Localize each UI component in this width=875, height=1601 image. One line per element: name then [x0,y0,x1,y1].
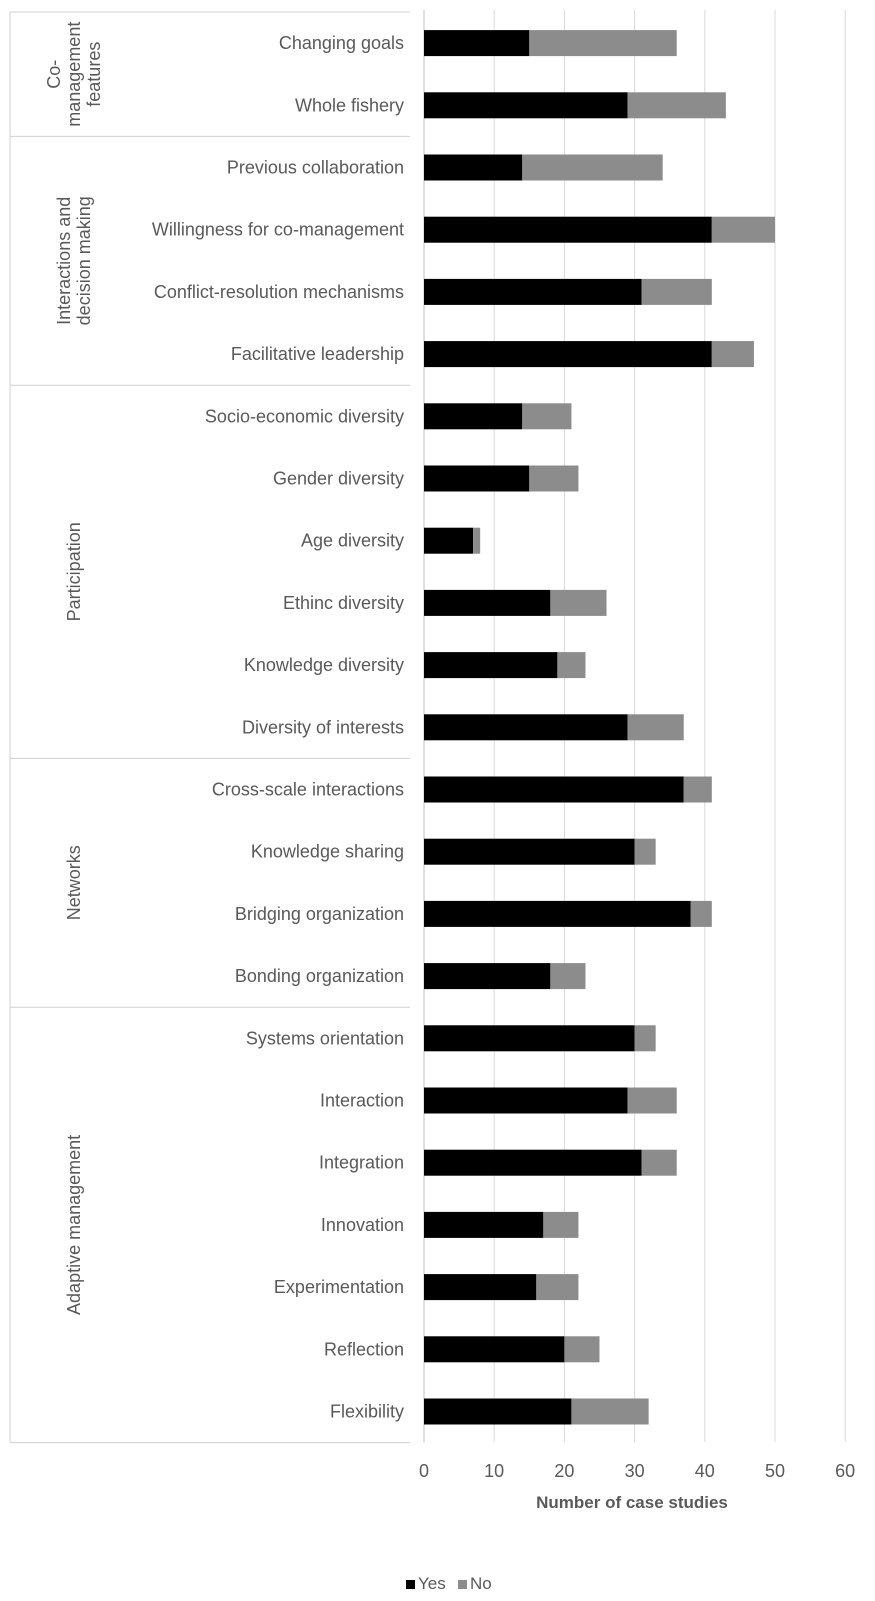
bar-yes [424,652,558,679]
x-tick-label: 20 [554,1461,574,1481]
bar-yes [424,278,642,305]
bar-yes [424,1336,565,1363]
category-label: Integration [319,1153,404,1173]
category-label: Age diversity [301,531,404,551]
bar-yes [424,963,551,990]
category-label: Interaction [320,1091,404,1111]
category-label: Conflict-resolution mechanisms [154,282,404,302]
bar-yes [424,589,551,616]
bar-yes [424,403,523,430]
bar-yes [424,527,474,554]
x-axis-title: Number of case studies [536,1493,728,1512]
bar-yes [424,92,628,119]
bar-no [543,1211,579,1238]
bar-yes [424,216,712,243]
bar-yes [424,341,712,368]
bar-no [571,1398,649,1425]
bar-yes [424,1025,635,1052]
bar-yes [424,30,530,57]
category-label: Willingness for co-management [152,220,404,240]
legend-swatch [458,1580,467,1589]
category-label: Knowledge diversity [244,655,404,675]
category-label: Cross-scale interactions [212,780,404,800]
x-tick-label: 30 [625,1461,645,1481]
group-label: Adaptive management [64,1135,84,1315]
category-label: Whole fishery [295,95,404,115]
bar-no [550,963,586,990]
category-label: Gender diversity [273,469,404,489]
category-label: Ethinc diversity [283,593,404,613]
category-label: Diversity of interests [242,717,404,737]
legend-label: No [470,1574,492,1593]
bar-no [550,589,607,616]
bar-yes [424,776,684,803]
bar-no [634,838,656,865]
bar-yes [424,1211,544,1238]
bar-no [634,1025,656,1052]
category-label: Changing goals [279,33,404,53]
x-tick-label: 60 [835,1461,855,1481]
bar-yes [424,465,530,492]
category-label: Bonding organization [235,966,404,986]
category-label: Previous collaboration [227,158,404,178]
bar-no [536,1274,579,1301]
group-separators [9,11,410,1444]
bar-no [627,714,684,741]
category-label: Experimentation [274,1277,404,1297]
group-label: Co-managementfeatures [44,22,104,127]
bar-no [473,527,481,554]
legend-swatch [406,1580,415,1589]
bar-no [627,92,726,119]
bar-yes [424,1087,628,1114]
bar-no [522,154,663,181]
bar-no [529,465,579,492]
bar-no [711,341,754,368]
category-label: Facilitative leadership [231,344,404,364]
bar-no [711,216,775,243]
bar-no [627,1087,677,1114]
bar-yes [424,838,635,865]
category-label: Knowledge sharing [251,842,404,862]
group-label: Networks [64,845,84,920]
x-tick-label: 0 [419,1461,429,1481]
group-label: Interactions anddecision making [54,196,94,325]
bars [424,30,775,1425]
bar-no [564,1336,600,1363]
legend-label: Yes [418,1574,446,1593]
x-tick-label: 40 [695,1461,715,1481]
x-tick-label: 50 [765,1461,785,1481]
legend: Yes No [406,1574,492,1593]
bar-no [690,900,712,927]
category-label: Reflection [324,1339,404,1359]
bar-yes [424,1398,572,1425]
bar-yes [424,154,523,181]
x-axis-tick-labels: 0 10 20 30 40 50 60 [419,1461,855,1481]
group-labels: Co-managementfeatures Interactions anddec… [44,22,104,1315]
category-label: Systems orientation [246,1028,404,1048]
x-tick-label: 10 [484,1461,504,1481]
group-label: Participation [64,522,84,621]
bar-yes [424,1274,537,1301]
bar-yes [424,900,691,927]
bar-yes [424,1149,642,1176]
bar-no [683,776,712,803]
category-label: Socio-economic diversity [205,406,404,426]
category-label: Flexibility [330,1402,404,1422]
bar-no [641,1149,677,1176]
bar-yes [424,714,628,741]
bar-no [529,30,677,57]
category-label: Innovation [321,1215,404,1235]
category-labels: Changing goals Whole fishery Previous coll… [152,33,404,1421]
bar-no [522,403,572,430]
bar-no [557,652,586,679]
category-label: Bridging organization [235,904,404,924]
bar-no [641,278,712,305]
